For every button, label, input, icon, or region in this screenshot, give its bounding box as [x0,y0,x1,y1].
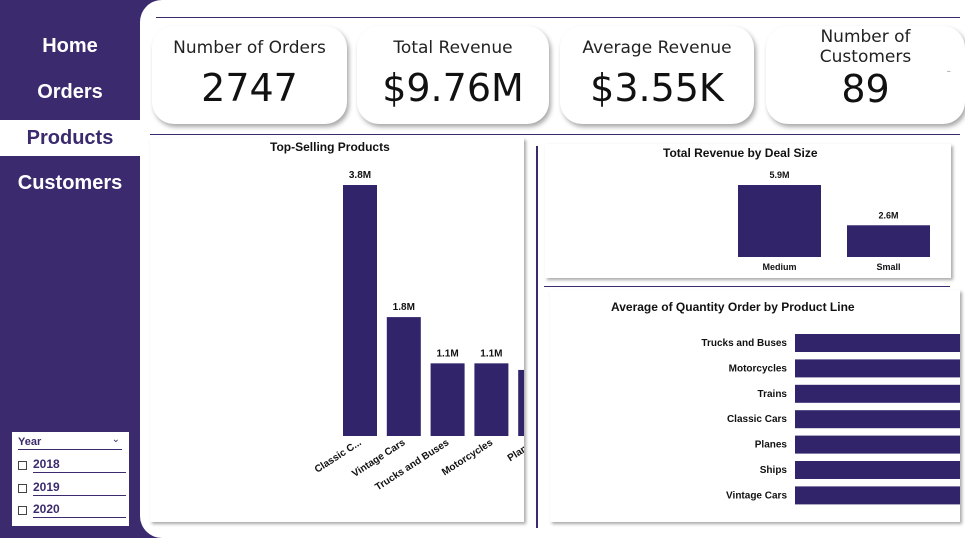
slicer-option-label: 2020 [33,502,126,518]
bar [795,334,960,352]
avg-quantity-chart: 35.86Trucks and Buses35.40Motorcycles35.… [701,334,960,505]
kpi-card-customers[interactable]: Number of Customers 89 - [766,26,965,124]
slicer-title: Year [18,436,42,448]
nav-products-label: Products [26,126,114,149]
kpi-label: Average Revenue [582,38,732,58]
checkbox-2018[interactable] [18,460,27,470]
nav-home-label: Home [42,34,98,57]
category-label: Medium [762,262,796,272]
bar [474,363,509,436]
minus-icon: - [946,62,951,78]
bar [795,435,960,454]
data-label: 3.8M [349,170,371,181]
bar [795,410,960,429]
data-label: 2.6M [878,210,898,220]
slicer-option-2020[interactable]: 2020 [18,501,126,519]
nav-products[interactable]: Products [0,120,140,156]
category-label: Trucks and Buses [373,437,451,493]
category-label: Small [876,262,900,272]
nav-orders[interactable]: Orders [0,74,140,110]
sidebar: Home Orders Products Customers Year ⌄ 20… [0,0,140,538]
kpi-card-orders[interactable]: Number of Orders 2747 [152,26,347,124]
data-label: 5.9M [769,170,789,180]
slicer-option-label: 2019 [33,480,126,496]
category-label: Vintage Cars [726,490,787,501]
chart-title: Top-Selling Products [270,140,390,154]
avg-quantity-panel[interactable]: Average of Quantity Order by Product Lin… [550,290,960,522]
bar [518,369,524,436]
category-label: Classic Cars [727,414,787,425]
kpi-value: 89 [841,67,890,111]
category-label: Trains [758,389,788,400]
nav-home[interactable]: Home [0,28,140,64]
category-label: Planes [506,437,524,464]
category-label: Planes [755,440,788,451]
data-label: 1.1M [436,348,458,359]
slicer-option-label: 2018 [33,457,126,473]
kpi-card-avg-revenue[interactable]: Average Revenue $3.55K [560,26,754,124]
checkbox-2019[interactable] [18,483,27,493]
bar [795,486,960,505]
data-label: 1.8M [393,302,415,313]
top-divider [156,17,960,18]
nav-orders-label: Orders [37,80,103,103]
bar [795,461,960,479]
kpi-divider [150,134,960,135]
category-label: Trucks and Buses [701,338,787,349]
checkbox-2020[interactable] [18,505,27,515]
bar [738,185,821,257]
deal-size-panel[interactable]: Total Revenue by Deal Size 5.9M Medium 2.6… [545,144,951,278]
kpi-label: Number of Customers [819,27,912,67]
kpi-value: 2747 [201,66,298,110]
slicer-header[interactable]: Year ⌄ [18,434,122,450]
nav-customers[interactable]: Customers [0,165,140,201]
bar [795,384,960,403]
category-label: Ships [760,465,788,476]
right-divider [544,286,950,287]
bar [795,359,960,378]
bar [430,363,465,436]
kpi-label: Number of Orders [173,38,326,58]
top-selling-panel[interactable]: Top-Selling Products 3.8M Classic C... 1.8… [150,138,524,522]
bar [847,225,930,257]
chart-title: Average of Quantity Order by Product Lin… [611,300,855,314]
bar [343,185,377,436]
year-slicer: Year ⌄ 2018 2019 2020 [12,432,129,526]
kpi-value: $9.76M [382,66,524,110]
chart-title: Total Revenue by Deal Size [663,146,818,160]
bar [386,317,421,436]
kpi-value: $3.55K [590,66,724,110]
vertical-divider [536,146,538,528]
dashboard-canvas: Number of Orders 2747 Total Revenue $9.7… [140,0,965,538]
kpi-card-revenue[interactable]: Total Revenue $9.76M [357,26,549,124]
kpi-label: Total Revenue [393,38,513,58]
category-label: Motorcycles [729,363,788,374]
nav-customers-label: Customers [17,171,123,194]
chevron-down-icon[interactable]: ⌄ [111,434,120,445]
slicer-option-2019[interactable]: 2019 [18,479,126,497]
slicer-option-2018[interactable]: 2018 [18,456,126,474]
data-label: 1.1M [480,348,502,359]
